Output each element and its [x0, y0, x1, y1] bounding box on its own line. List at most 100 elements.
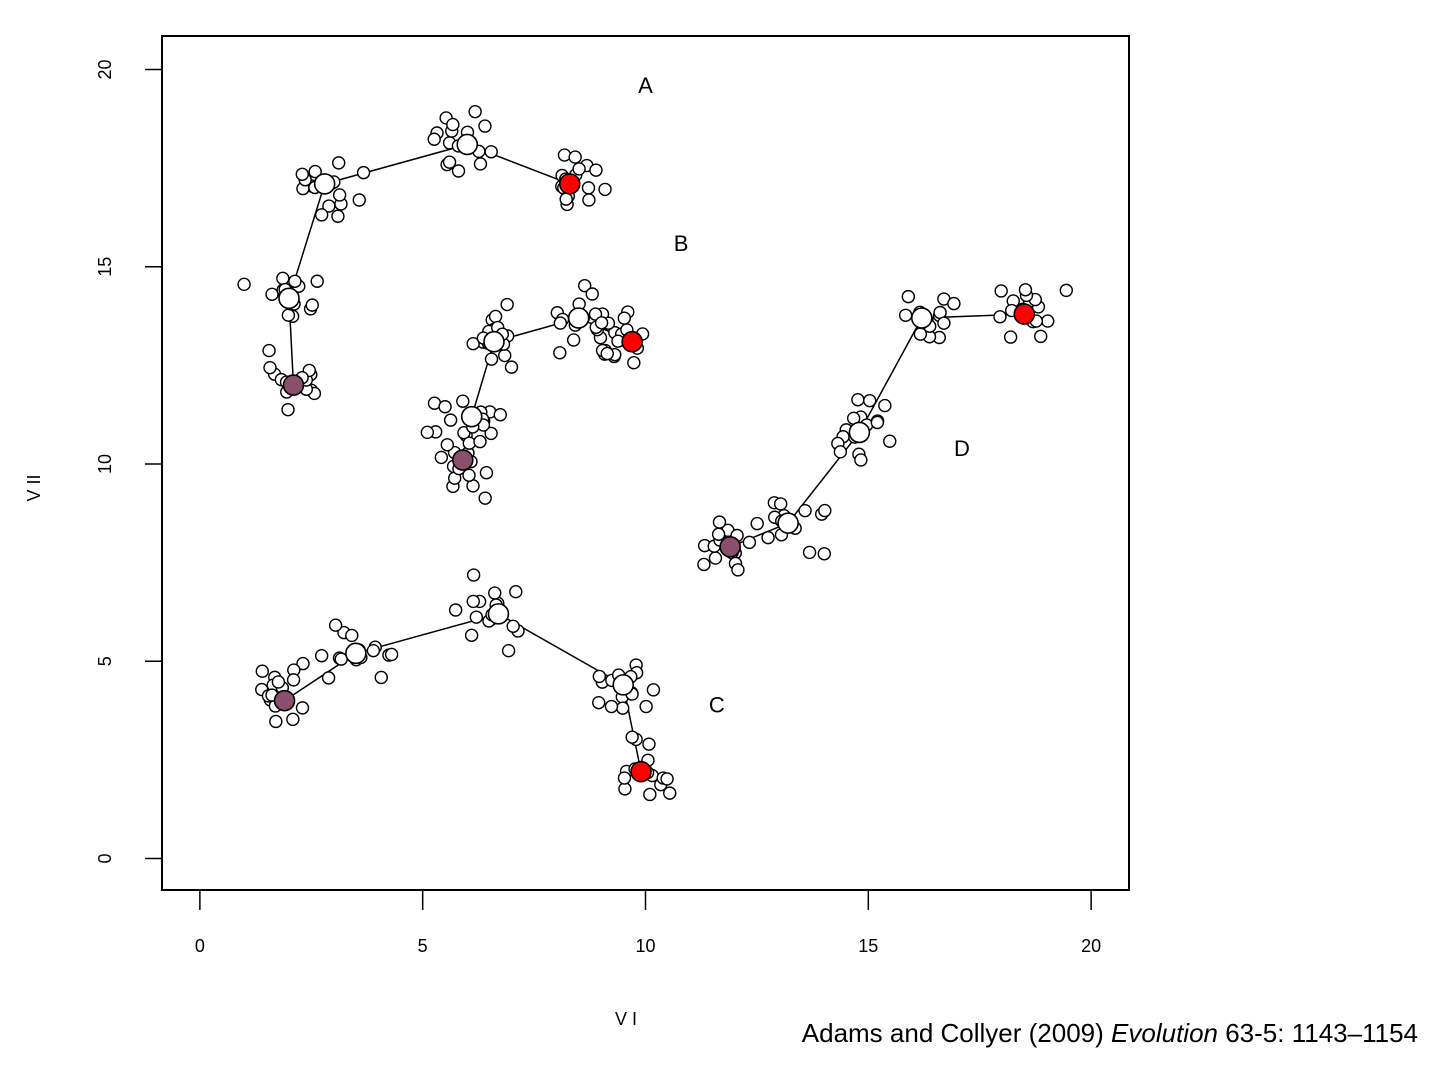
- x-axis: 0 5 10 15 20: [195, 890, 1101, 956]
- replicate-point: [498, 348, 512, 363]
- replicate-point: [488, 586, 502, 600]
- replicate-point: [484, 352, 499, 366]
- replicate-point: [262, 343, 276, 358]
- replicate-point: [295, 167, 309, 181]
- replicate-point: [478, 119, 492, 133]
- replicate-point: [883, 434, 897, 448]
- mean-point: [313, 173, 336, 195]
- replicate-point: [468, 104, 482, 119]
- replicate-point: [488, 309, 503, 324]
- replicate-point: [446, 117, 460, 132]
- replicate-point: [711, 527, 726, 541]
- replicate-point: [331, 209, 345, 223]
- start-mean-point: [282, 374, 305, 396]
- group-labels: A B C D: [638, 73, 970, 717]
- mean-points: [273, 133, 1036, 783]
- replicate-point: [802, 545, 817, 560]
- citation-journal: Evolution: [1111, 1018, 1218, 1048]
- replicate-point: [332, 188, 347, 202]
- replicate-point: [577, 278, 592, 293]
- replicate-point: [286, 712, 300, 727]
- replicate-point: [366, 643, 381, 658]
- replicate-point: [604, 699, 619, 714]
- y-axis: 0 5 10 15 20: [95, 60, 162, 863]
- replicate-point: [833, 445, 848, 459]
- replicate-point: [484, 426, 498, 441]
- replicate-point: [937, 316, 951, 330]
- replicate-point: [384, 647, 399, 662]
- mean-point: [567, 307, 590, 329]
- end-mean-point: [621, 330, 643, 353]
- replicate-point: [478, 491, 492, 505]
- replicate-point: [1041, 314, 1055, 328]
- y-tick-label: 10: [95, 454, 115, 474]
- group-label-A: A: [638, 73, 653, 98]
- replicate-point: [750, 516, 764, 531]
- replicate-point: [462, 468, 476, 483]
- replicate-point: [553, 316, 568, 330]
- y-axis-label: V II: [24, 474, 44, 501]
- replicate-point: [817, 547, 832, 561]
- replicate-point: [559, 192, 573, 206]
- replicate-point: [553, 346, 567, 360]
- citation: Adams and Collyer (2009) Evolution 63-5:…: [802, 1018, 1418, 1049]
- replicate-points: [237, 104, 1073, 802]
- replicate-point: [473, 434, 487, 449]
- replicate-point: [818, 503, 832, 518]
- replicate-point: [374, 670, 388, 685]
- replicate-point: [1018, 283, 1033, 297]
- replicate-point: [642, 737, 656, 751]
- replicate-point: [255, 664, 270, 678]
- replicate-point: [434, 450, 449, 465]
- replicate-point: [863, 393, 877, 408]
- replicate-point: [438, 400, 452, 414]
- replicate-point: [572, 162, 586, 176]
- citation-authors: Adams and Collyer (2009): [801, 1018, 1112, 1048]
- replicate-point: [440, 438, 455, 452]
- replicate-point: [356, 165, 371, 180]
- replicate-point: [697, 557, 711, 572]
- replicate-point: [854, 453, 868, 467]
- y-tick-label: 15: [95, 257, 115, 277]
- replicate-point: [617, 311, 632, 325]
- replicate-point: [566, 333, 581, 347]
- replicate-point: [506, 619, 520, 634]
- replicate-point: [288, 274, 302, 288]
- x-tick-label: 10: [635, 936, 655, 956]
- replicate-point: [443, 413, 458, 427]
- replicate-point: [993, 310, 1007, 324]
- replicate-point: [314, 208, 329, 222]
- mean-point: [456, 133, 479, 156]
- replicate-point: [994, 284, 1008, 298]
- replicate-point: [493, 408, 507, 422]
- replicate-point: [265, 287, 279, 302]
- x-tick-label: 5: [418, 936, 428, 956]
- replicate-point: [708, 551, 723, 565]
- group-label-D: D: [954, 436, 970, 461]
- x-tick-label: 15: [858, 936, 878, 956]
- replicate-point: [625, 730, 639, 744]
- x-axis-label: V I: [615, 1009, 637, 1029]
- replicate-point: [1034, 329, 1048, 344]
- x-tick-label: 20: [1081, 936, 1101, 956]
- replicate-point: [427, 132, 441, 146]
- replicate-point: [598, 182, 612, 197]
- replicate-point: [314, 649, 329, 663]
- mean-point: [612, 674, 635, 696]
- replicate-point: [731, 563, 745, 577]
- replicate-point: [352, 193, 366, 207]
- replicate-point: [473, 157, 488, 171]
- replicate-point: [616, 701, 630, 715]
- replicate-point: [322, 199, 336, 213]
- replicate-point: [462, 436, 476, 450]
- replicate-point: [568, 150, 582, 164]
- group-label-B: B: [674, 231, 689, 256]
- replicate-point: [420, 425, 435, 440]
- replicate-point: [901, 289, 916, 304]
- replicate-point: [281, 308, 296, 322]
- replicate-point: [500, 297, 514, 312]
- replicate-point: [296, 656, 310, 671]
- replicate-point: [585, 287, 599, 301]
- replicate-point: [798, 503, 812, 518]
